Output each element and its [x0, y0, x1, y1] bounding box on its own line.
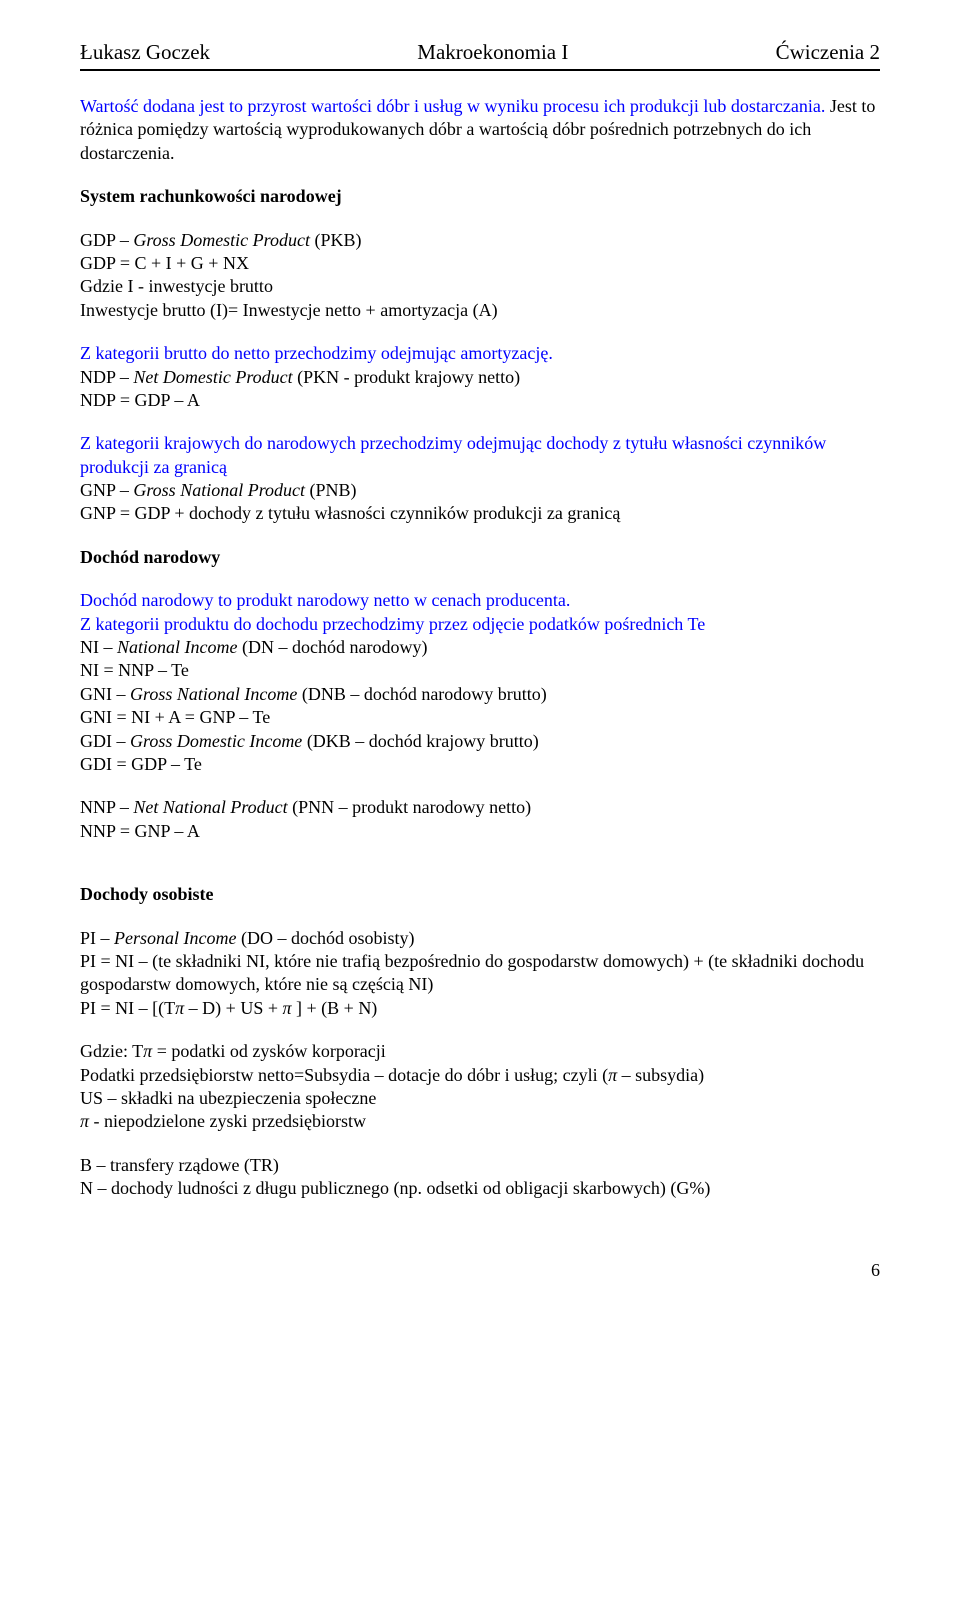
gdi-prefix: GDI – [80, 731, 130, 751]
gdi-suffix: (DKB – dochód krajowy brutto) [302, 731, 538, 751]
nnp-term: Net National Product [133, 797, 287, 817]
pi-def: PI – Personal Income (DO – dochód osobis… [80, 927, 880, 950]
where-1a: Gdzie: T [80, 1041, 143, 1061]
ndp-def: NDP – Net Domestic Product (PKN - produk… [80, 366, 880, 389]
ni-def: NI – National Income (DN – dochód narodo… [80, 636, 880, 659]
gdi-def: GDI – Gross Domestic Income (DKB – dochó… [80, 730, 880, 753]
nnp-suffix: (PNN – produkt narodowy netto) [288, 797, 531, 817]
dn-body-block: Dochód narodowy to produkt narodowy nett… [80, 589, 880, 776]
page: Łukasz Goczek Makroekonomia I Ćwiczenia … [0, 0, 960, 1321]
gdp-note-1: Gdzie I - inwestycje brutto [80, 275, 880, 298]
gnp-def: GNP – Gross National Product (PNB) [80, 479, 880, 502]
pi-symbol-2: π [282, 998, 291, 1018]
gdp-block: GDP – Gross Domestic Product (PKB) GDP =… [80, 229, 880, 323]
gnp-term: Gross National Product [133, 480, 305, 500]
header-right: Ćwiczenia 2 [776, 40, 880, 65]
where-pi-1: π [143, 1041, 152, 1061]
n-line: N – dochody ludności z długu publicznego… [80, 1177, 880, 1200]
dn-line-1: Dochód narodowy to produkt narodowy nett… [80, 589, 880, 612]
b-line: B – transfery rządowe (TR) [80, 1154, 880, 1177]
bn-block: B – transfery rządowe (TR) N – dochody l… [80, 1154, 880, 1201]
gni-def: GNI – Gross National Income (DNB – dochó… [80, 683, 880, 706]
ni-formula: NI = NNP – Te [80, 659, 880, 682]
pi-formula-2: – D) + US + [184, 998, 282, 1018]
system-title-block: System rachunkowości narodowej [80, 185, 880, 208]
ndp-term: Net Domestic Product [133, 367, 292, 387]
gnp-prefix: GNP – [80, 480, 133, 500]
gnp-intro: Z kategorii krajowych do narodowych prze… [80, 432, 880, 479]
system-title: System rachunkowości narodowej [80, 185, 880, 208]
intro-line-1: Wartość dodana jest to przyrost wartości… [80, 96, 825, 116]
header-left: Łukasz Goczek [80, 40, 210, 65]
ni-term: National Income [117, 637, 237, 657]
intro-paragraph: Wartość dodana jest to przyrost wartości… [80, 95, 880, 165]
gdp-prefix: GDP – [80, 230, 133, 250]
where-line-1: Gdzie: Tπ = podatki od zysków korporacji [80, 1040, 880, 1063]
pi-block: PI – Personal Income (DO – dochód osobis… [80, 927, 880, 1021]
where-2b: – subsydia) [617, 1065, 704, 1085]
where-1b: = podatki od zysków korporacji [152, 1041, 386, 1061]
dn-title: Dochód narodowy [80, 546, 880, 569]
ndp-intro: Z kategorii brutto do netto przechodzimy… [80, 342, 880, 365]
dn-line-2: Z kategorii produktu do dochodu przechod… [80, 613, 880, 636]
where-line-3: US – składki na ubezpieczenia społeczne [80, 1087, 880, 1110]
where-pi-3: π [80, 1111, 89, 1131]
gdi-formula: GDI = GDP – Te [80, 753, 880, 776]
gnp-formula: GNP = GDP + dochody z tytułu własności c… [80, 502, 880, 525]
gni-term: Gross National Income [130, 684, 297, 704]
do-title: Dochody osobiste [80, 883, 880, 906]
gdp-term: Gross Domestic Product [133, 230, 310, 250]
header-center: Makroekonomia I [417, 40, 568, 65]
pi-symbol-1: π [175, 998, 184, 1018]
where-pi-2: π [608, 1065, 617, 1085]
pi-explain: PI = NI – (te składniki NI, które nie tr… [80, 950, 880, 997]
gni-prefix: GNI – [80, 684, 130, 704]
do-title-block: Dochody osobiste [80, 883, 880, 906]
intro-block: Wartość dodana jest to przyrost wartości… [80, 95, 880, 165]
nnp-prefix: NNP – [80, 797, 133, 817]
pi-formula-1: PI = NI – [(T [80, 998, 175, 1018]
ndp-prefix: NDP – [80, 367, 133, 387]
gdp-suffix: (PKB) [310, 230, 362, 250]
pi-formula-3: ] + (B + N) [292, 998, 378, 1018]
ni-suffix: (DN – dochód narodowy) [237, 637, 427, 657]
gdp-formula: GDP = C + I + G + NX [80, 252, 880, 275]
ndp-suffix: (PKN - produkt krajowy netto) [293, 367, 520, 387]
ndp-formula: NDP = GDP – A [80, 389, 880, 412]
gni-formula: GNI = NI + A = GNP – Te [80, 706, 880, 729]
page-header: Łukasz Goczek Makroekonomia I Ćwiczenia … [80, 40, 880, 69]
nnp-formula: NNP = GNP – A [80, 820, 880, 843]
ni-prefix: NI – [80, 637, 117, 657]
gdi-term: Gross Domestic Income [130, 731, 302, 751]
dn-title-block: Dochód narodowy [80, 546, 880, 569]
where-line-4: π - niepodzielone zyski przedsiębiorstw [80, 1110, 880, 1133]
gdp-note-2: Inwestycje brutto (I)= Inwestycje netto … [80, 299, 880, 322]
nnp-block: NNP – Net National Product (PNN – produk… [80, 796, 880, 843]
nnp-def: NNP – Net National Product (PNN – produk… [80, 796, 880, 819]
where-block: Gdzie: Tπ = podatki od zysków korporacji… [80, 1040, 880, 1134]
gni-suffix: (DNB – dochód narodowy brutto) [297, 684, 546, 704]
pi-suffix: (DO – dochód osobisty) [236, 928, 414, 948]
gnp-suffix: (PNB) [305, 480, 357, 500]
pi-formula: PI = NI – [(Tπ – D) + US + π ] + (B + N) [80, 997, 880, 1020]
gnp-block: Z kategorii krajowych do narodowych prze… [80, 432, 880, 526]
pi-prefix: PI – [80, 928, 114, 948]
pi-term: Personal Income [114, 928, 236, 948]
where-2a: Podatki przedsiębiorstw netto=Subsydia –… [80, 1065, 608, 1085]
ndp-block: Z kategorii brutto do netto przechodzimy… [80, 342, 880, 412]
page-number: 6 [80, 1260, 880, 1281]
header-rule [80, 69, 880, 71]
where-line-2: Podatki przedsiębiorstw netto=Subsydia –… [80, 1064, 880, 1087]
gdp-def: GDP – Gross Domestic Product (PKB) [80, 229, 880, 252]
where-4b: - niepodzielone zyski przedsiębiorstw [89, 1111, 366, 1131]
